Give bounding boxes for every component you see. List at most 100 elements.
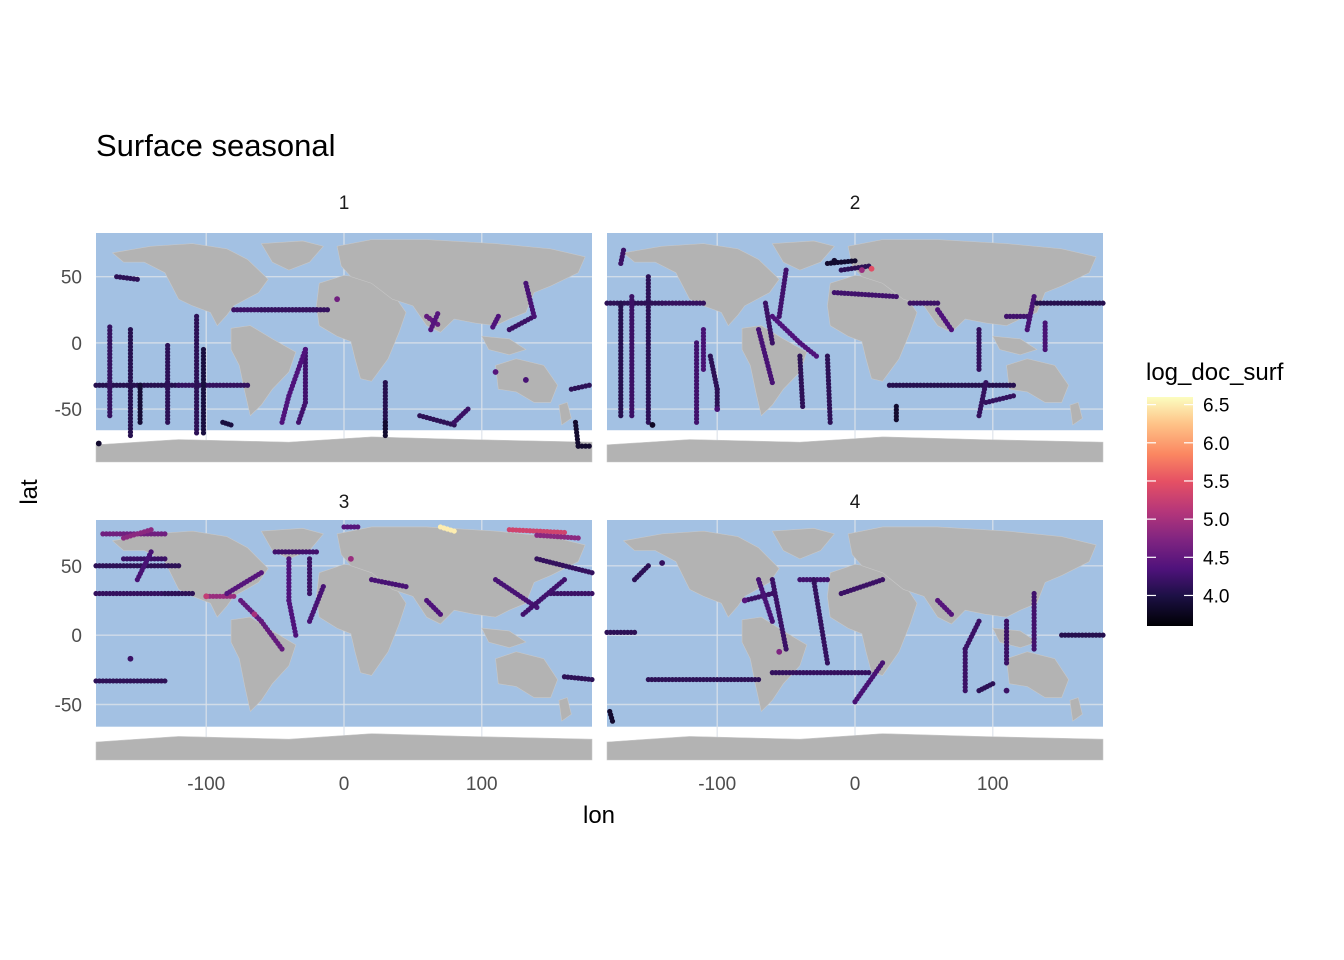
data-point — [783, 646, 789, 652]
data-point — [620, 247, 627, 253]
data-point — [437, 611, 444, 617]
data-point — [165, 342, 171, 349]
data-point — [258, 570, 264, 576]
data-point — [435, 321, 441, 327]
data-point — [586, 443, 592, 449]
data-point — [355, 524, 361, 530]
data-point — [893, 417, 899, 423]
data-point — [127, 327, 134, 333]
data-point — [586, 382, 592, 388]
data-point — [769, 379, 775, 386]
y-tick-label: 0 — [71, 334, 82, 355]
data-point — [492, 369, 499, 375]
data-point — [495, 313, 501, 319]
data-point — [990, 681, 996, 687]
data-point — [251, 611, 258, 618]
data-point — [1010, 382, 1017, 388]
data-point — [148, 549, 154, 555]
data-point — [700, 366, 707, 372]
data-point — [824, 660, 831, 666]
data-point — [295, 419, 302, 425]
panel-3: 3 -50 0 50 -100 0 100 — [55, 492, 595, 795]
data-point — [769, 618, 775, 624]
data-point — [1003, 687, 1010, 694]
legend-tick-label: 4.0 — [1203, 586, 1229, 607]
data-point — [645, 274, 651, 280]
panel-strip-label: 3 — [339, 492, 350, 513]
y-tick-label: 50 — [61, 557, 82, 578]
data-point — [137, 382, 143, 388]
data-point — [324, 307, 331, 313]
data-point — [451, 528, 457, 534]
data-point — [858, 267, 865, 273]
data-point — [589, 590, 595, 597]
data-point — [162, 531, 168, 537]
y-tick-label: 0 — [71, 626, 82, 647]
data-point — [976, 366, 982, 372]
data-point — [582, 443, 589, 449]
data-point — [589, 676, 595, 683]
data-point — [852, 699, 858, 705]
panel-2: 2 — [604, 193, 1106, 463]
chart-title: Surface seasonal — [96, 128, 336, 163]
panel-1: 1 -50 0 50 — [55, 193, 593, 463]
y-tick-label: 50 — [61, 268, 82, 289]
data-point — [589, 570, 595, 576]
data-point — [800, 403, 806, 410]
data-point — [231, 593, 237, 599]
data-point — [693, 340, 700, 346]
data-point — [755, 676, 762, 683]
panel-strip-label: 4 — [850, 492, 861, 513]
x-axis-title: lon — [583, 802, 615, 829]
data-point — [893, 293, 899, 300]
data-point — [976, 618, 982, 624]
data-point — [852, 258, 858, 264]
data-point — [522, 377, 529, 383]
x-tick-label: 100 — [977, 774, 1009, 795]
data-point — [831, 257, 838, 264]
x-tick-label: -100 — [187, 774, 225, 795]
data-point — [776, 648, 783, 655]
data-point — [435, 311, 441, 317]
x-tick-label: 100 — [466, 774, 498, 795]
data-point — [347, 555, 354, 562]
data-point — [531, 313, 537, 319]
panel-4: 4 -100 0 100 — [604, 492, 1106, 795]
data-point — [302, 346, 309, 353]
legend-tick-label: 4.5 — [1203, 548, 1229, 569]
data-point — [334, 296, 341, 303]
data-point — [561, 529, 568, 536]
legend-tick-label: 6.0 — [1203, 434, 1229, 455]
data-point — [313, 549, 320, 555]
data-point — [645, 563, 651, 569]
legend-colorbar — [1147, 397, 1193, 626]
data-point — [1042, 346, 1048, 353]
data-point — [148, 527, 154, 533]
data-point — [575, 535, 581, 541]
data-point — [200, 346, 207, 353]
x-tick-label: 0 — [850, 774, 861, 795]
data-point — [382, 432, 388, 439]
data-point — [1031, 293, 1037, 300]
data-point — [714, 406, 721, 412]
data-point — [1010, 393, 1017, 399]
data-point — [228, 422, 234, 428]
data-point — [618, 300, 624, 306]
y-axis-title: lat — [16, 479, 43, 505]
data-point — [827, 419, 833, 425]
data-point — [659, 560, 666, 566]
data-point — [1003, 660, 1010, 666]
data-point — [629, 293, 635, 300]
data-point — [983, 379, 989, 386]
data-point — [176, 563, 182, 569]
data-point — [935, 300, 941, 306]
data-point — [306, 618, 313, 624]
data-point — [579, 443, 585, 449]
data-point — [306, 590, 313, 597]
data-point — [1100, 632, 1106, 638]
legend-tick-label: 5.0 — [1203, 510, 1229, 531]
data-point — [769, 340, 775, 346]
x-tick-label: -100 — [698, 774, 736, 795]
y-tick-label: -50 — [55, 696, 82, 717]
data-point — [293, 632, 299, 638]
